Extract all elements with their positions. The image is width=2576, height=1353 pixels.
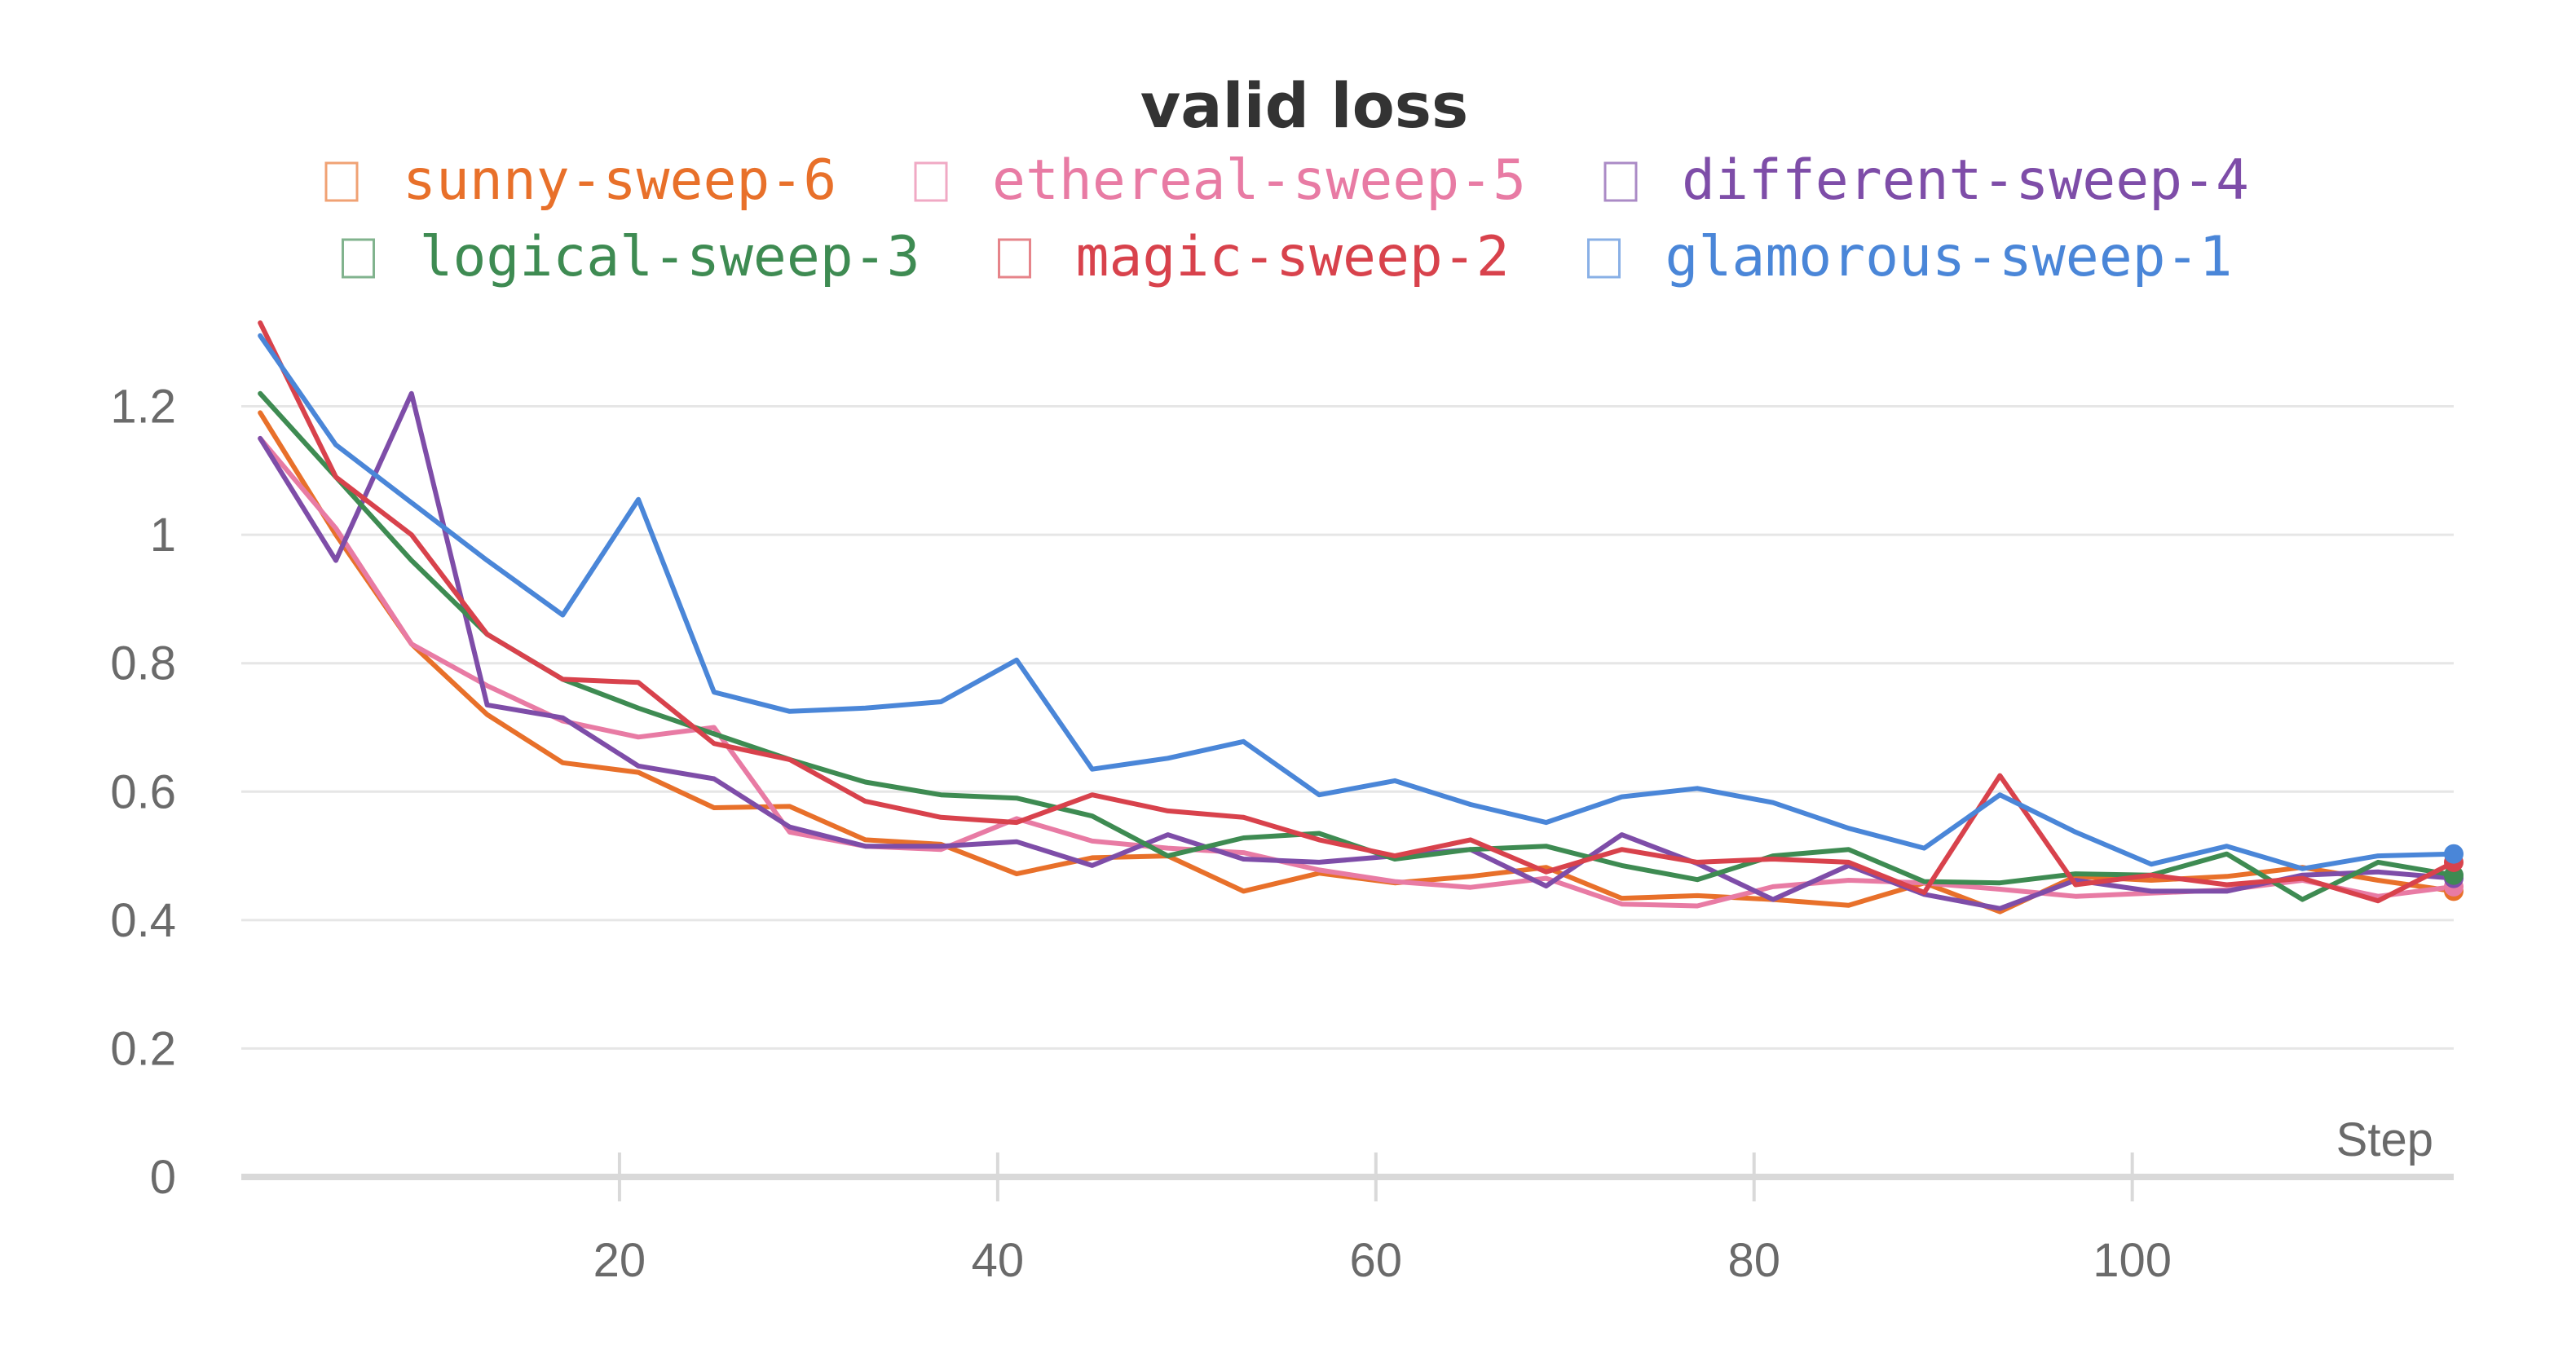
legend-label: glamorous-sweep-1	[1665, 225, 2233, 289]
legend-swatch	[914, 161, 948, 202]
endpoint-glamorous-sweep-1	[2444, 844, 2464, 864]
legend-item-ethereal-sweep-5[interactable]: ethereal-sweep-5	[914, 148, 1526, 213]
x-axis: 20 40 60 80 100	[241, 1152, 2454, 1287]
series-line-glamorous-sweep-1[interactable]	[258, 333, 2456, 871]
legend-label: sunny-sweep-6	[403, 148, 836, 213]
legend-item-different-sweep-4[interactable]: different-sweep-4	[1603, 148, 2249, 213]
x-tick-label: 100	[2093, 1234, 2172, 1287]
x-tick-label: 80	[1727, 1234, 1780, 1287]
legend-label: ethereal-sweep-5	[992, 148, 1526, 213]
series-line-logical-sweep-3[interactable]	[258, 390, 2456, 902]
legend-label: logical-sweep-3	[420, 225, 920, 289]
legend-item-magic-sweep-2[interactable]: magic-sweep-2	[998, 225, 1510, 289]
x-tick-label: 20	[593, 1234, 646, 1287]
legend-swatch	[1603, 161, 1638, 202]
y-tick-label: 0.6	[110, 765, 176, 818]
series-lines	[258, 320, 2456, 914]
y-tick-label: 0.4	[110, 894, 176, 947]
gridlines	[241, 405, 2454, 1050]
chart-title: valid loss	[1140, 69, 1469, 142]
y-tick-label: 0	[150, 1151, 176, 1204]
series-line-magic-sweep-2[interactable]	[258, 320, 2456, 904]
legend-swatch	[1587, 238, 1621, 279]
y-axis-ticks: 0 0.2 0.4 0.6 0.8 1 1.2	[110, 381, 176, 1204]
series-line-different-sweep-4[interactable]	[258, 390, 2456, 911]
y-tick-label: 1.2	[110, 381, 176, 434]
legend-item-sunny-sweep-6[interactable]: sunny-sweep-6	[324, 148, 836, 213]
x-axis-label: Step	[2336, 1113, 2433, 1166]
legend-item-glamorous-sweep-1[interactable]: glamorous-sweep-1	[1587, 225, 2233, 289]
legend-label: magic-sweep-2	[1076, 225, 1510, 289]
legend-swatch	[324, 161, 359, 202]
series-endpoints	[2444, 844, 2464, 901]
x-tick-label: 40	[972, 1234, 1025, 1287]
y-tick-label: 0.2	[110, 1022, 176, 1075]
series-line-ethereal-sweep-5[interactable]	[258, 435, 2456, 909]
legend-swatch	[342, 238, 375, 279]
legend: sunny-sweep-6 ethereal-sweep-5 different-s…	[324, 148, 2249, 289]
x-tick-label: 60	[1350, 1234, 1403, 1287]
legend-swatch	[998, 238, 1031, 279]
legend-label: different-sweep-4	[1682, 148, 2249, 213]
legend-item-logical-sweep-3[interactable]: logical-sweep-3	[342, 225, 920, 289]
y-tick-label: 0.8	[110, 637, 176, 690]
y-tick-label: 1	[150, 509, 176, 562]
